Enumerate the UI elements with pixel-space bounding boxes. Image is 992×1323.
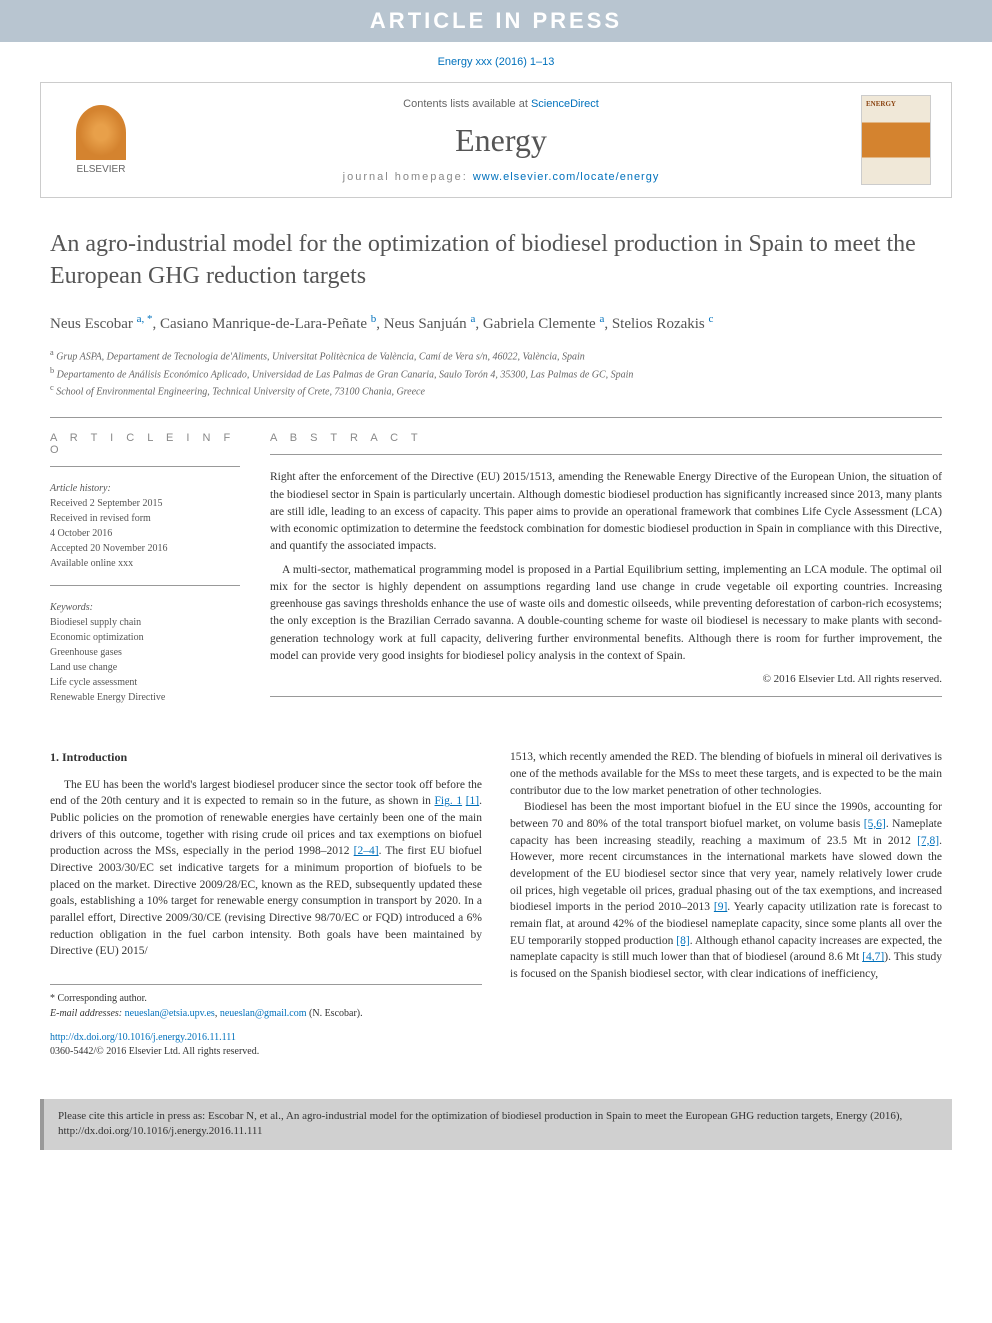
doi-block: http://dx.doi.org/10.1016/j.energy.2016.… — [50, 1031, 482, 1059]
keyword: Renewable Energy Directive — [50, 690, 240, 705]
body-paragraph: Biodiesel has been the most important bi… — [510, 799, 942, 982]
body-paragraph: The EU has been the world's largest biod… — [50, 777, 482, 960]
corresponding-author: * Corresponding author. E-mail addresses… — [50, 984, 482, 1021]
contents-line: Contents lists available at ScienceDirec… — [141, 98, 861, 110]
corresp-star: * Corresponding author. — [50, 991, 482, 1006]
history-line: 4 October 2016 — [50, 526, 240, 541]
journal-header-box: ELSEVIER Contents lists available at Sci… — [40, 82, 952, 198]
history-line: Received in revised form — [50, 511, 240, 526]
abstract-p1: Right after the enforcement of the Direc… — [270, 469, 942, 555]
abstract-p2: A multi-sector, mathematical programming… — [270, 562, 942, 666]
divider — [50, 466, 240, 467]
body-column-right: 1513, which recently amended the RED. Th… — [510, 749, 942, 1059]
reference-link[interactable]: [7,8] — [917, 835, 939, 847]
affiliations: a Grup ASPA, Departament de Tecnologia d… — [50, 347, 942, 399]
homepage-prefix: journal homepage: — [343, 171, 473, 183]
authors: Neus Escobar a, *, Casiano Manrique-de-L… — [50, 311, 942, 336]
homepage-line: journal homepage: www.elsevier.com/locat… — [141, 171, 861, 183]
section-heading: 1. Introduction — [50, 749, 482, 766]
keyword: Life cycle assessment — [50, 675, 240, 690]
body-paragraph: 1513, which recently amended the RED. Th… — [510, 749, 942, 799]
article-in-press-banner: ARTICLE IN PRESS — [0, 0, 992, 42]
keyword: Economic optimization — [50, 630, 240, 645]
reference-link[interactable]: [8] — [676, 935, 689, 947]
email-label: E-mail addresses: — [50, 1008, 122, 1019]
divider — [270, 454, 942, 455]
abstract-column: A B S T R A C T Right after the enforcem… — [270, 432, 942, 719]
issn-copyright: 0360-5442/© 2016 Elsevier Ltd. All right… — [50, 1046, 259, 1057]
elsevier-tree-icon — [76, 105, 126, 160]
body-column-left: 1. Introduction The EU has been the worl… — [50, 749, 482, 1059]
affiliation-line: c School of Environmental Engineering, T… — [50, 382, 942, 399]
journal-center: Contents lists available at ScienceDirec… — [141, 98, 861, 183]
divider — [50, 585, 240, 586]
citation-footer: Please cite this article in press as: Es… — [40, 1099, 952, 1150]
history-line: Accepted 20 November 2016 — [50, 541, 240, 556]
abstract-text: Right after the enforcement of the Direc… — [270, 469, 942, 687]
email-link[interactable]: neueslan@gmail.com — [220, 1008, 307, 1019]
history-line: Available online xxx — [50, 556, 240, 571]
homepage-link[interactable]: www.elsevier.com/locate/energy — [473, 171, 660, 183]
journal-cover-thumbnail — [861, 95, 931, 185]
email-tail: (N. Escobar). — [307, 1008, 363, 1019]
history-line: Received 2 September 2015 — [50, 496, 240, 511]
keyword: Land use change — [50, 660, 240, 675]
section-number: 1. — [50, 750, 59, 764]
publisher-label: ELSEVIER — [77, 164, 126, 175]
reference-link[interactable]: [9] — [714, 901, 727, 913]
sciencedirect-link[interactable]: ScienceDirect — [531, 98, 599, 110]
main-content: An agro-industrial model for the optimiz… — [0, 198, 992, 1079]
citation-header: Energy xxx (2016) 1–13 — [0, 42, 992, 82]
affiliation-line: a Grup ASPA, Departament de Tecnologia d… — [50, 347, 942, 364]
keywords-block: Keywords: Biodiesel supply chainEconomic… — [50, 600, 240, 705]
keyword: Biodiesel supply chain — [50, 615, 240, 630]
info-abstract-row: A R T I C L E I N F O Article history: R… — [50, 432, 942, 719]
email-link[interactable]: neueslan@etsia.upv.es — [125, 1008, 215, 1019]
divider — [50, 417, 942, 418]
journal-name: Energy — [141, 122, 861, 159]
article-info-column: A R T I C L E I N F O Article history: R… — [50, 432, 240, 719]
abstract-heading: A B S T R A C T — [270, 432, 942, 444]
reference-link[interactable]: [5,6] — [864, 818, 886, 830]
divider — [270, 696, 942, 697]
figure-link[interactable]: Fig. 1 — [435, 795, 463, 807]
keywords-label: Keywords: — [50, 600, 240, 615]
contents-prefix: Contents lists available at — [403, 98, 531, 110]
article-title: An agro-industrial model for the optimiz… — [50, 228, 942, 293]
body-columns: 1. Introduction The EU has been the worl… — [50, 749, 942, 1059]
doi-link[interactable]: http://dx.doi.org/10.1016/j.energy.2016.… — [50, 1032, 236, 1043]
reference-link[interactable]: [4,7] — [862, 951, 884, 963]
history-label: Article history: — [50, 481, 240, 496]
section-title: Introduction — [62, 750, 127, 764]
affiliation-line: b Departamento de Análisis Económico Apl… — [50, 365, 942, 382]
article-history: Article history: Received 2 September 20… — [50, 481, 240, 571]
reference-link[interactable]: [1] — [466, 795, 479, 807]
elsevier-logo: ELSEVIER — [61, 95, 141, 185]
abstract-copyright: © 2016 Elsevier Ltd. All rights reserved… — [270, 671, 942, 688]
body-text: . The first EU biofuel Directive 2003/30… — [50, 845, 482, 957]
article-info-heading: A R T I C L E I N F O — [50, 432, 240, 456]
keyword: Greenhouse gases — [50, 645, 240, 660]
reference-link[interactable]: [2–4] — [354, 845, 379, 857]
body-text: The EU has been the world's largest biod… — [50, 779, 482, 808]
